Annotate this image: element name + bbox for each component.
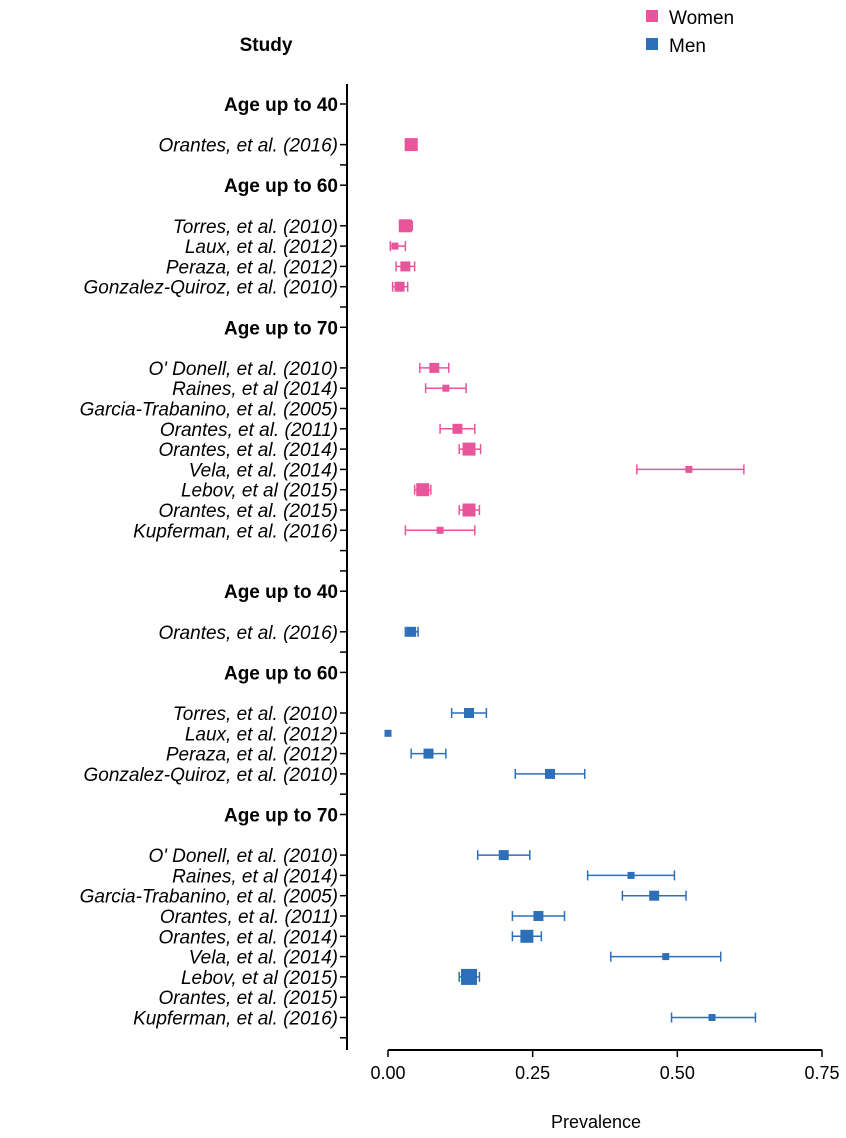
point-estimate-men-garcia-trabanino-et-al-2005 — [649, 890, 660, 901]
study-label-women-lebov-et-al-2015: Lebov, et al (2015) — [181, 481, 338, 502]
group-label-women-0: Age up to 40 — [224, 95, 338, 116]
x-axis-ticks: 0.00 0.25 0.50 0.75 — [370, 1050, 840, 1083]
point-estimate-women-kupferman-et-al-2016 — [436, 526, 444, 534]
study-label-men-orantes-et-al-2016: Orantes, et al. (2016) — [158, 623, 338, 644]
study-label-women-vela-et-al-2014: Vela, et al. (2014) — [189, 460, 338, 481]
study-label-men-orantes-et-al-2015: Orantes, et al. (2015) — [158, 988, 338, 1009]
group-label-men-2: Age up to 70 — [224, 806, 338, 827]
point-estimate-women-peraza-et-al-2012 — [400, 261, 411, 272]
study-label-men-orantes-et-al-2011: Orantes, et al. (2011) — [160, 907, 338, 928]
point-estimate-women-torres-et-al-2010 — [398, 219, 412, 233]
point-estimate-men-lebov-et-al-2015 — [461, 968, 478, 985]
point-estimate-women-o-donell-et-al-2010 — [429, 362, 440, 373]
study-label-women-garcia-trabanino-et-al-2005: Garcia-Trabanino, et al. (2005) — [80, 400, 338, 421]
legend: Women Men — [646, 8, 734, 57]
point-estimate-men-orantes-et-al-2011 — [533, 911, 544, 921]
study-label-women-orantes-et-al-2015: Orantes, et al. (2015) — [158, 501, 338, 522]
point-estimate-men-gonzalez-quiroz-et-al-2010 — [545, 768, 556, 779]
study-label-women-kupferman-et-al-2016: Kupferman, et al. (2016) — [133, 521, 338, 542]
study-label-women-orantes-et-al-2011: Orantes, et al. (2011) — [160, 420, 338, 441]
point-estimate-women-laux-et-al-2012 — [391, 242, 399, 250]
point-estimate-men-orantes-et-al-2014 — [520, 929, 534, 943]
study-label-women-peraza-et-al-2012: Peraza, et al. (2012) — [166, 257, 338, 278]
study-label-women-torres-et-al-2010: Torres, et al. (2010) — [173, 217, 338, 238]
forest-rows: Age up to 40 Orantes, et al. (2016) Age up… — [80, 95, 757, 1030]
x-tick-label-0: 0.00 — [370, 1063, 405, 1083]
point-estimate-women-gonzalez-quiroz-et-al-2010 — [394, 281, 405, 292]
study-label-men-gonzalez-quiroz-et-al-2010: Gonzalez-Quiroz, et al. (2010) — [83, 765, 338, 786]
study-label-men-torres-et-al-2010: Torres, et al. (2010) — [173, 704, 338, 725]
study-label-women-o-donell-et-al-2010: O' Donell, et al. (2010) — [149, 359, 339, 380]
study-label-men-kupferman-et-al-2016: Kupferman, et al. (2016) — [133, 1009, 338, 1030]
x-tick-label-3: 0.75 — [804, 1063, 839, 1083]
study-label-women-gonzalez-quiroz-et-al-2010: Gonzalez-Quiroz, et al. (2010) — [83, 278, 338, 299]
x-tick-label-1: 0.25 — [515, 1063, 550, 1083]
study-label-women-orantes-et-al-2016: Orantes, et al. (2016) — [158, 136, 338, 157]
study-label-women-laux-et-al-2012: Laux, et al. (2012) — [185, 237, 338, 258]
study-label-men-o-donell-et-al-2010: O' Donell, et al. (2010) — [149, 846, 339, 867]
point-estimate-men-raines-et-al-2014 — [627, 871, 635, 879]
point-estimate-men-o-donell-et-al-2010 — [498, 850, 509, 861]
study-label-men-peraza-et-al-2012: Peraza, et al. (2012) — [166, 745, 338, 766]
study-label-men-lebov-et-al-2015: Lebov, et al (2015) — [181, 968, 338, 989]
study-label-men-raines-et-al-2014: Raines, et al (2014) — [172, 866, 338, 887]
point-estimate-women-raines-et-al-2014 — [442, 384, 450, 392]
study-label-men-garcia-trabanino-et-al-2005: Garcia-Trabanino, et al. (2005) — [80, 887, 338, 908]
point-estimate-women-lebov-et-al-2015 — [416, 483, 430, 497]
point-estimate-women-vela-et-al-2014 — [685, 465, 693, 473]
legend-swatch-men — [646, 38, 658, 50]
y-axis-ticks — [340, 103, 347, 1039]
point-estimate-women-orantes-et-al-2014 — [462, 442, 476, 456]
point-estimate-men-kupferman-et-al-2016 — [708, 1014, 716, 1021]
point-estimate-men-torres-et-al-2010 — [464, 708, 475, 718]
study-column-header: Study — [240, 35, 293, 56]
legend-swatch-women — [646, 10, 658, 22]
study-label-men-vela-et-al-2014: Vela, et al. (2014) — [189, 948, 338, 969]
group-label-women-2: Age up to 70 — [224, 318, 338, 339]
point-estimate-men-orantes-et-al-2016 — [406, 626, 417, 637]
group-label-women-1: Age up to 60 — [224, 176, 338, 197]
point-estimate-women-orantes-et-al-2011 — [452, 423, 463, 434]
legend-label-men: Men — [669, 36, 706, 57]
study-label-women-orantes-et-al-2014: Orantes, et al. (2014) — [158, 440, 338, 461]
point-estimate-women-orantes-et-al-2015 — [462, 503, 476, 517]
point-estimate-men-laux-et-al-2012 — [384, 729, 392, 737]
point-estimate-men-peraza-et-al-2012 — [423, 748, 434, 759]
x-tick-label-2: 0.50 — [660, 1063, 695, 1083]
group-label-men-0: Age up to 40 — [224, 582, 338, 603]
point-estimate-men-vela-et-al-2014 — [662, 953, 670, 961]
legend-label-women: Women — [669, 8, 734, 29]
study-label-men-laux-et-al-2012: Laux, et al. (2012) — [185, 724, 338, 745]
group-label-men-1: Age up to 60 — [224, 663, 338, 684]
study-label-men-orantes-et-al-2014: Orantes, et al. (2014) — [158, 927, 338, 948]
x-axis-title: Prevalence — [551, 1112, 641, 1132]
study-label-women-raines-et-al-2014: Raines, et al (2014) — [172, 379, 338, 400]
point-estimate-women-orantes-et-al-2016 — [404, 138, 418, 152]
